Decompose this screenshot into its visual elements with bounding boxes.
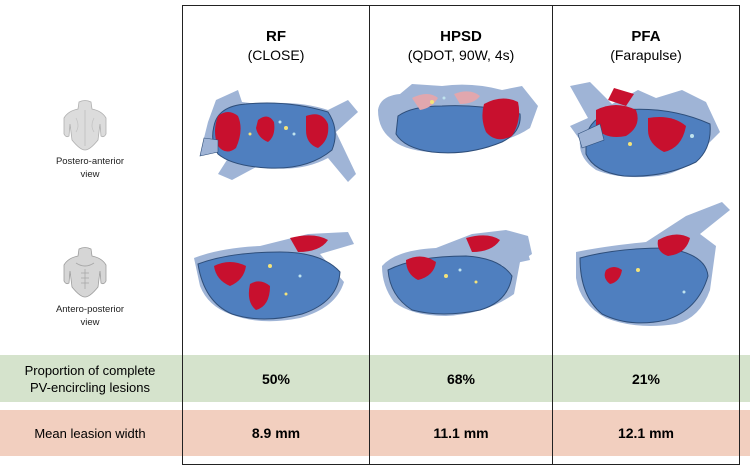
header-pfa-title: PFA	[631, 28, 661, 45]
header-pfa-subtitle: (Farapulse)	[610, 47, 682, 63]
header-rf: RF (CLOSE)	[183, 28, 369, 64]
heart-map-pfa-antero-posterior	[576, 202, 730, 326]
torso-back-icon	[63, 100, 107, 151]
metric-value-rf-lesion-width: 8.9 mm	[251, 425, 301, 441]
heart-map-rf-antero-posterior	[194, 232, 354, 322]
column-rf-frame-overlay	[182, 5, 370, 465]
column-pfa-frame-overlay	[552, 5, 740, 465]
header-rf-title: RF	[266, 28, 286, 45]
heart-map-hpsd-antero-posterior	[382, 230, 532, 316]
header-pfa: PFA (Farapulse)	[553, 28, 739, 64]
header-hpsd-subtitle: (QDOT, 90W, 4s)	[407, 47, 515, 63]
metric-band-pv-encircling	[0, 355, 750, 402]
header-hpsd: HPSD (QDOT, 90W, 4s)	[370, 28, 552, 64]
heart-map-hpsd-postero-anterior	[378, 84, 538, 154]
view-label-antero-posterior: Antero-posterior view	[55, 304, 125, 328]
header-rf-subtitle: (CLOSE)	[247, 47, 305, 63]
metric-band-lesion-width	[0, 410, 750, 456]
metric-label-pv-encircling: Proportion of complete PV-encircling les…	[24, 363, 156, 395]
heart-map-pfa-postero-anterior	[570, 82, 720, 178]
metric-label-lesion-width: Mean leasion width	[34, 426, 146, 441]
metric-value-hpsd-lesion-width: 11.1 mm	[433, 425, 489, 441]
header-hpsd-title: HPSD	[440, 28, 482, 45]
metric-value-rf-pv-encircling: 50%	[261, 371, 291, 387]
metric-value-hpsd-pv-encircling: 68%	[446, 371, 476, 387]
view-label-postero-anterior: Postero-anterior view	[55, 156, 125, 180]
metric-value-pfa-pv-encircling: 21%	[631, 371, 661, 387]
column-hpsd-frame-overlay	[369, 5, 553, 465]
torso-front-icon	[63, 247, 107, 298]
metric-value-pfa-lesion-width: 12.1 mm	[617, 425, 675, 441]
heart-map-rf-postero-anterior	[199, 90, 358, 182]
